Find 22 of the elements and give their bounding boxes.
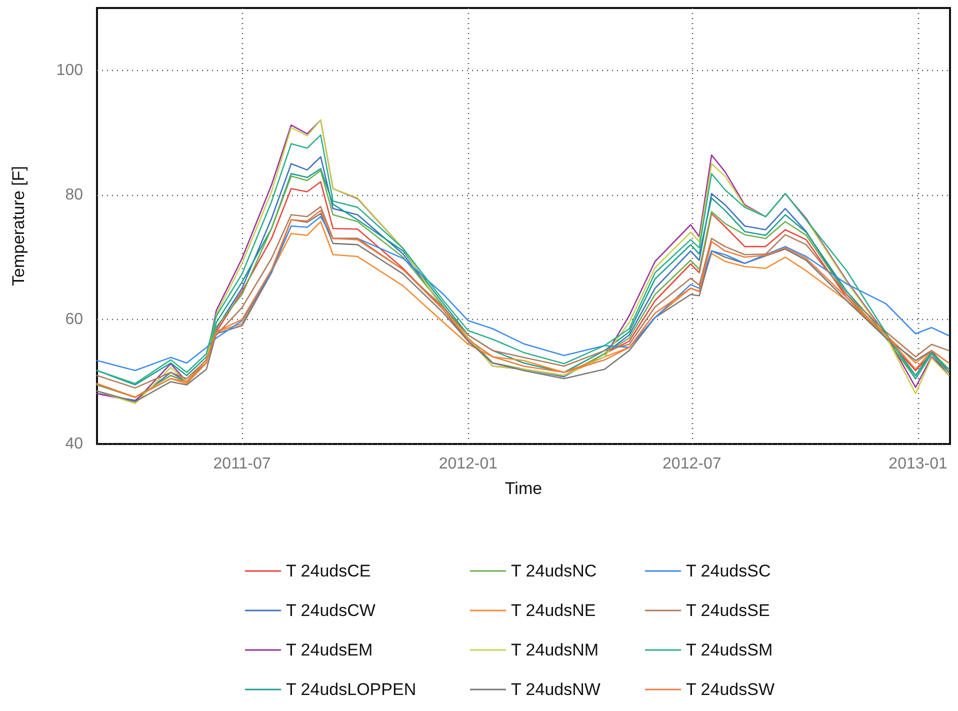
x-tick-label: 2012-01 (438, 456, 498, 472)
y-tick-label: 100 (56, 62, 84, 79)
y-tick-label: 40 (65, 436, 84, 452)
legend-label: T 24udsNW (511, 680, 600, 699)
legend-label: T 24udsNE (511, 601, 596, 620)
x-tick-label: 2013-01 (888, 456, 948, 472)
x-axis-title: Time (504, 479, 542, 498)
y-tick-label: 80 (65, 186, 84, 204)
legend-label: T 24udsNM (511, 640, 599, 660)
legend-label: T 24udsSW (686, 680, 775, 699)
y-axis-title: Temperature [F] (9, 166, 28, 286)
x-tick-label: 2011-07 (213, 456, 271, 472)
legend-label: T 24udsEM (286, 640, 373, 660)
legend-label: T 24udsSE (686, 601, 770, 620)
legend-label: T 24udsSC (686, 562, 771, 580)
legend-label: T 24udsCW (286, 601, 376, 620)
legend-label: T 24udsNC (511, 562, 597, 580)
x-tick-label: 2012-07 (662, 456, 722, 472)
legend-label: T 24udsCE (286, 562, 371, 580)
legend-label: T 24udsSM (686, 640, 773, 660)
legend-label: T 24udsLOPPEN (286, 680, 416, 699)
y-tick-label: 60 (65, 310, 84, 328)
